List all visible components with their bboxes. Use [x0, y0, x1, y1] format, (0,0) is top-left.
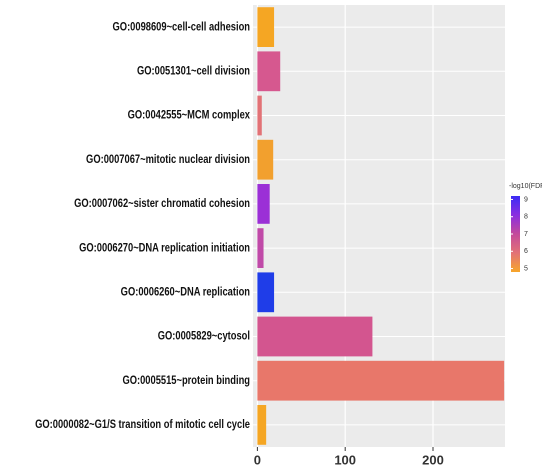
- bar: [257, 405, 267, 445]
- y-tick-label: GO:0000082~G1/S transition of mitotic ce…: [35, 418, 250, 431]
- y-tick-label: GO:0005829~cytosol: [158, 330, 250, 343]
- bar: [257, 95, 262, 136]
- legend-tick-label: 5: [524, 265, 528, 272]
- y-tick-label: GO:0006270~DNA replication initiation: [79, 241, 250, 254]
- colorbar: [511, 196, 520, 272]
- x-tick-label: 200: [422, 452, 444, 467]
- bar: [257, 360, 505, 401]
- y-tick-label: GO:0005515~protein binding: [122, 374, 250, 387]
- x-tick-label: 100: [334, 452, 356, 467]
- y-tick-label: GO:0042555~MCM complex: [128, 109, 250, 122]
- bar: [257, 316, 373, 357]
- bar: [257, 272, 275, 313]
- bar: [257, 228, 264, 268]
- y-tick-label: GO:0051301~cell division: [137, 64, 250, 77]
- y-tick-label: GO:0007067~mitotic nuclear division: [86, 153, 250, 166]
- legend-tick-label: 8: [524, 214, 528, 221]
- y-tick-label: GO:0006260~DNA replication: [121, 285, 250, 298]
- legend-tick-label: 9: [524, 196, 528, 203]
- y-tick-label: GO:0007062~sister chromatid cohesion: [74, 197, 250, 210]
- y-tick-label: GO:0098609~cell-cell adhesion: [113, 20, 250, 33]
- bar: [257, 7, 275, 47]
- bar: [257, 139, 274, 180]
- legend-tick-label: 7: [524, 231, 528, 238]
- bar: [257, 51, 281, 92]
- bar: [257, 184, 270, 224]
- legend-tick-label: 6: [524, 248, 528, 255]
- x-tick-label: 0: [254, 452, 261, 467]
- legend-title: -log10(FDR): [509, 183, 542, 190]
